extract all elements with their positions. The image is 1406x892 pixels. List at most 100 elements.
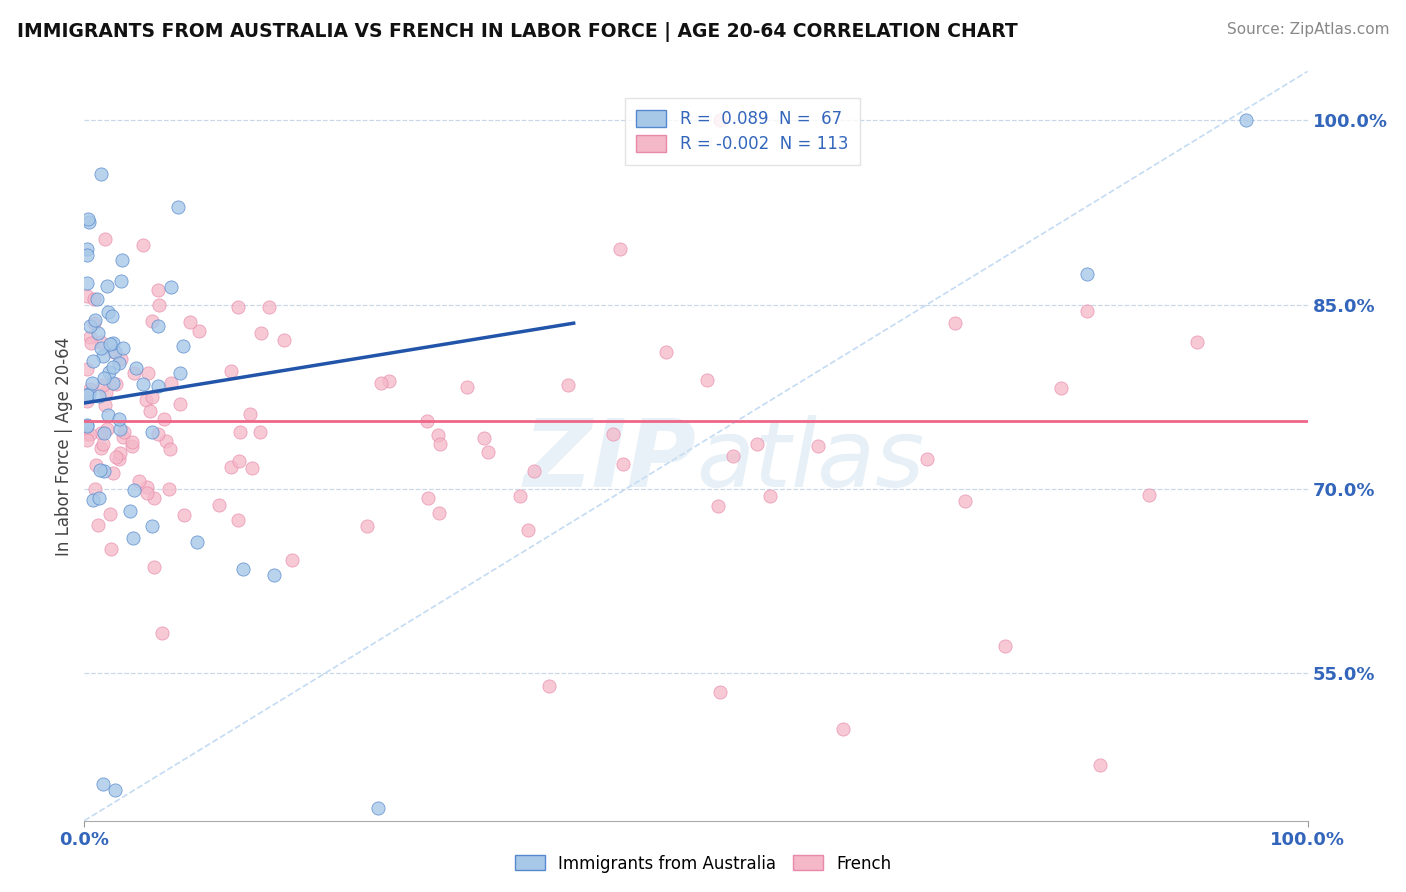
Point bbox=[76, 362, 98, 376]
Point bbox=[150, 625, 173, 640]
Point bbox=[77, 214, 100, 228]
Point bbox=[557, 378, 579, 392]
Point bbox=[226, 300, 249, 314]
Point bbox=[101, 376, 124, 390]
Point bbox=[378, 375, 401, 389]
Point bbox=[135, 392, 157, 407]
Point bbox=[759, 489, 782, 503]
Point bbox=[76, 277, 98, 291]
Point bbox=[83, 316, 105, 330]
Point bbox=[186, 535, 208, 549]
Point bbox=[121, 434, 143, 449]
Point bbox=[112, 425, 135, 440]
Point bbox=[370, 376, 392, 390]
Point bbox=[76, 393, 98, 408]
Point bbox=[429, 437, 451, 451]
Point bbox=[807, 439, 830, 453]
Point bbox=[1187, 334, 1209, 349]
Point bbox=[160, 376, 183, 391]
Point bbox=[169, 397, 191, 411]
Point bbox=[79, 330, 101, 344]
Point bbox=[108, 356, 131, 370]
Point bbox=[100, 541, 122, 556]
Point bbox=[89, 491, 111, 505]
Point bbox=[173, 508, 195, 522]
Point bbox=[516, 523, 538, 537]
Point bbox=[273, 333, 295, 347]
Point bbox=[83, 292, 105, 306]
Point bbox=[108, 422, 131, 436]
Point bbox=[111, 429, 134, 443]
Point bbox=[367, 801, 389, 815]
Point bbox=[79, 383, 101, 397]
Point bbox=[509, 489, 531, 503]
Point bbox=[239, 407, 262, 421]
Point bbox=[142, 560, 165, 574]
Point bbox=[1076, 304, 1098, 318]
Point bbox=[228, 454, 250, 468]
Point bbox=[87, 389, 110, 403]
Point bbox=[915, 452, 938, 467]
Point bbox=[79, 319, 101, 334]
Y-axis label: In Labor Force | Age 20-64: In Labor Force | Age 20-64 bbox=[55, 336, 73, 556]
Point bbox=[219, 459, 242, 474]
Point bbox=[93, 377, 115, 392]
Point bbox=[108, 412, 131, 426]
Point bbox=[219, 364, 242, 378]
Point bbox=[108, 451, 131, 466]
Point bbox=[142, 491, 165, 506]
Point bbox=[141, 425, 163, 439]
Point bbox=[101, 359, 124, 374]
Point bbox=[141, 519, 163, 533]
Point bbox=[136, 366, 159, 380]
Point bbox=[104, 377, 127, 392]
Point bbox=[103, 345, 125, 359]
Point bbox=[709, 684, 731, 698]
Point bbox=[91, 777, 114, 791]
Point bbox=[90, 167, 112, 181]
Point bbox=[101, 310, 124, 324]
Point bbox=[426, 428, 449, 442]
Point bbox=[98, 365, 121, 379]
Point bbox=[87, 518, 110, 533]
Point bbox=[602, 427, 624, 442]
Point bbox=[240, 460, 263, 475]
Point bbox=[172, 339, 194, 353]
Point bbox=[943, 316, 966, 330]
Point bbox=[122, 531, 145, 545]
Point bbox=[98, 507, 121, 521]
Point bbox=[257, 300, 280, 314]
Point bbox=[93, 426, 115, 441]
Point bbox=[456, 380, 478, 394]
Point bbox=[721, 449, 744, 463]
Point bbox=[416, 491, 439, 505]
Point bbox=[146, 426, 169, 441]
Point bbox=[104, 783, 127, 797]
Point bbox=[745, 436, 768, 450]
Point bbox=[1137, 488, 1160, 502]
Text: Source: ZipAtlas.com: Source: ZipAtlas.com bbox=[1226, 22, 1389, 37]
Point bbox=[79, 427, 101, 442]
Point bbox=[112, 341, 135, 355]
Point bbox=[696, 373, 718, 387]
Point bbox=[80, 335, 103, 350]
Point bbox=[953, 494, 976, 508]
Text: atlas: atlas bbox=[696, 416, 924, 507]
Point bbox=[994, 639, 1017, 653]
Point bbox=[167, 200, 190, 214]
Point bbox=[356, 518, 378, 533]
Point bbox=[249, 425, 271, 439]
Point bbox=[146, 319, 169, 334]
Point bbox=[96, 422, 118, 436]
Point bbox=[159, 442, 181, 457]
Point bbox=[706, 499, 728, 513]
Point bbox=[831, 722, 853, 736]
Point bbox=[96, 385, 118, 400]
Point bbox=[121, 439, 143, 453]
Point bbox=[76, 243, 98, 257]
Point bbox=[179, 315, 201, 329]
Point bbox=[477, 445, 499, 459]
Point bbox=[76, 417, 98, 432]
Point bbox=[83, 483, 105, 497]
Point bbox=[226, 513, 249, 527]
